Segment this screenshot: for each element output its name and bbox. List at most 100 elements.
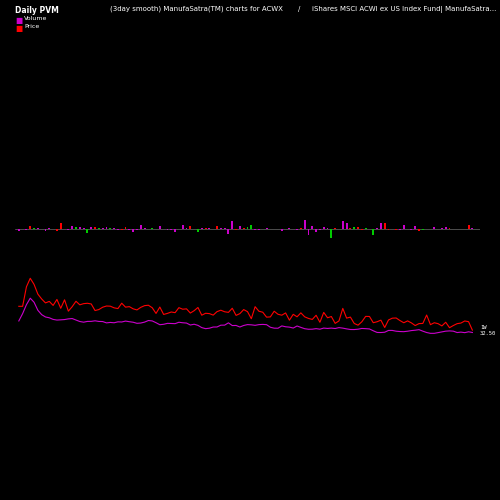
Text: /: / — [298, 6, 300, 12]
Text: ■: ■ — [15, 16, 22, 25]
Bar — [472, 228, 474, 229]
Bar — [82, 228, 84, 229]
Bar — [140, 224, 141, 229]
Bar — [308, 229, 310, 235]
Bar — [26, 229, 28, 230]
Text: iShares MSCI ACWI ex US Index Fund| ManufaSatra...: iShares MSCI ACWI ex US Index Fund| Manu… — [312, 6, 497, 13]
Bar — [292, 229, 294, 230]
Bar — [166, 229, 168, 230]
Bar — [193, 229, 195, 230]
Bar — [361, 229, 363, 230]
Bar — [124, 227, 126, 229]
Bar — [152, 228, 153, 229]
Bar — [441, 228, 443, 229]
Bar — [422, 229, 424, 230]
Bar — [121, 229, 122, 230]
Bar — [228, 229, 230, 234]
Bar — [434, 228, 435, 229]
Bar — [235, 229, 237, 230]
Bar — [246, 227, 248, 229]
Bar — [136, 229, 138, 230]
Bar — [90, 226, 92, 229]
Text: ■: ■ — [15, 24, 22, 33]
Bar — [281, 229, 283, 232]
Bar — [102, 228, 103, 229]
Bar — [399, 229, 401, 230]
Bar — [174, 229, 176, 232]
Bar — [216, 226, 218, 229]
Bar — [170, 229, 172, 230]
Bar — [430, 229, 432, 230]
Bar — [159, 226, 161, 229]
Bar — [456, 229, 458, 230]
Bar — [86, 229, 88, 233]
Bar — [197, 229, 199, 232]
Bar — [110, 228, 111, 229]
Text: Price: Price — [24, 24, 39, 29]
Bar — [18, 229, 20, 232]
Bar — [319, 229, 321, 230]
Bar — [208, 228, 210, 229]
Bar — [71, 226, 73, 229]
Bar — [304, 220, 306, 229]
Text: Volume: Volume — [24, 16, 48, 21]
Bar — [330, 229, 332, 238]
Bar — [60, 224, 62, 229]
Bar — [190, 226, 192, 229]
Bar — [326, 228, 328, 229]
Bar — [79, 226, 80, 229]
Bar — [68, 229, 70, 230]
Bar — [338, 229, 340, 230]
Bar — [128, 229, 130, 230]
Bar — [288, 228, 290, 229]
Bar — [30, 226, 31, 229]
Bar — [117, 229, 119, 230]
Bar — [323, 227, 324, 229]
Bar — [239, 226, 241, 229]
Bar — [315, 229, 317, 232]
Bar — [296, 229, 298, 230]
Bar — [277, 229, 279, 230]
Bar — [113, 228, 115, 229]
Bar — [201, 228, 202, 229]
Bar — [334, 228, 336, 229]
Bar — [144, 228, 146, 229]
Bar — [380, 223, 382, 229]
Bar — [392, 229, 394, 230]
Bar — [354, 228, 355, 229]
Text: 1W
32.50: 1W 32.50 — [480, 324, 496, 336]
Bar — [75, 227, 77, 229]
Bar — [186, 228, 188, 229]
Bar — [56, 229, 58, 230]
Bar — [376, 228, 378, 229]
Bar — [403, 226, 404, 229]
Bar — [258, 229, 260, 230]
Bar — [372, 229, 374, 235]
Bar — [395, 229, 397, 230]
Bar — [273, 229, 275, 230]
Bar — [414, 226, 416, 229]
Bar — [342, 221, 344, 229]
Bar — [346, 222, 348, 229]
Bar — [106, 227, 108, 229]
Bar — [224, 228, 226, 229]
Bar — [444, 227, 446, 229]
Bar — [132, 229, 134, 232]
Bar — [418, 229, 420, 231]
Bar — [232, 221, 233, 229]
Bar — [388, 229, 390, 230]
Bar — [437, 229, 439, 230]
Bar — [364, 228, 366, 229]
Bar — [312, 226, 313, 229]
Bar — [384, 222, 386, 229]
Bar — [410, 229, 412, 230]
Bar — [250, 224, 252, 229]
Bar — [44, 229, 46, 231]
Text: Daily PVM: Daily PVM — [15, 6, 59, 15]
Text: (3day smooth) ManufaSatra(TM) charts for ACWX: (3day smooth) ManufaSatra(TM) charts for… — [110, 6, 283, 12]
Bar — [254, 229, 256, 230]
Bar — [182, 226, 184, 229]
Bar — [357, 228, 359, 229]
Bar — [33, 228, 35, 229]
Bar — [468, 225, 469, 229]
